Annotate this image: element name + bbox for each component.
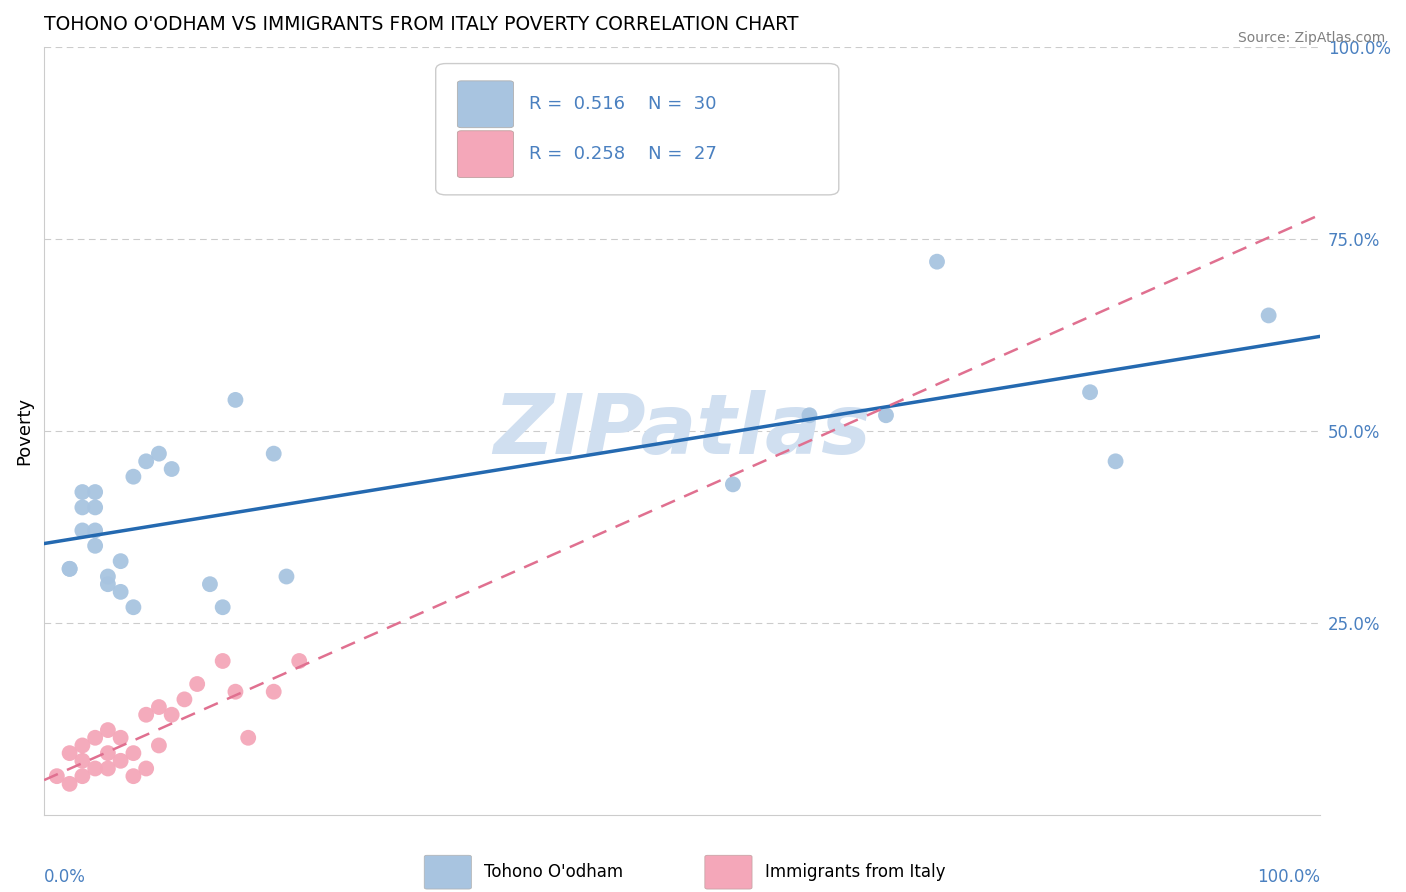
Point [1104, 454, 1126, 468]
Point [148, 700, 170, 714]
Point [72, 769, 94, 783]
Point [224, 684, 246, 698]
Point [84, 500, 107, 515]
FancyBboxPatch shape [436, 63, 839, 194]
FancyBboxPatch shape [457, 131, 513, 178]
Point [148, 739, 170, 753]
Point [59, 746, 82, 760]
Point [97, 762, 120, 776]
Point [59, 562, 82, 576]
Point [72, 524, 94, 538]
Point [925, 254, 948, 268]
Text: 0.0%: 0.0% [44, 868, 86, 887]
FancyBboxPatch shape [704, 855, 752, 889]
Point [135, 762, 157, 776]
Point [224, 392, 246, 407]
Point [97, 569, 120, 583]
Point [72, 500, 94, 515]
Point [875, 409, 897, 423]
Point [148, 447, 170, 461]
Point [160, 707, 183, 722]
Point [45, 769, 67, 783]
Point [263, 684, 285, 698]
Point [160, 462, 183, 476]
Point [276, 569, 298, 583]
Point [135, 454, 157, 468]
Text: R =  0.258    N =  27: R = 0.258 N = 27 [529, 145, 717, 163]
Point [110, 585, 132, 599]
Point [110, 554, 132, 568]
Point [122, 746, 145, 760]
Point [97, 746, 120, 760]
Point [72, 754, 94, 768]
Point [186, 677, 208, 691]
Point [84, 485, 107, 500]
Point [799, 409, 821, 423]
Point [97, 723, 120, 737]
Text: Immigrants from Italy: Immigrants from Italy [765, 863, 945, 881]
Point [110, 731, 132, 745]
Point [173, 692, 195, 706]
Point [122, 769, 145, 783]
Point [72, 485, 94, 500]
Text: R =  0.516    N =  30: R = 0.516 N = 30 [529, 95, 716, 113]
Point [238, 731, 260, 745]
Text: TOHONO O'ODHAM VS IMMIGRANTS FROM ITALY POVERTY CORRELATION CHART: TOHONO O'ODHAM VS IMMIGRANTS FROM ITALY … [44, 15, 799, 34]
Y-axis label: Poverty: Poverty [15, 397, 32, 465]
Point [84, 731, 107, 745]
Point [288, 654, 311, 668]
Point [122, 600, 145, 615]
FancyBboxPatch shape [457, 81, 513, 128]
Point [721, 477, 744, 491]
Text: 100.0%: 100.0% [1257, 868, 1320, 887]
Point [84, 539, 107, 553]
Text: Source: ZipAtlas.com: Source: ZipAtlas.com [1237, 31, 1385, 45]
Text: ZIPatlas: ZIPatlas [494, 390, 870, 471]
FancyBboxPatch shape [425, 855, 471, 889]
Point [59, 562, 82, 576]
Point [198, 577, 221, 591]
Point [84, 762, 107, 776]
Point [84, 524, 107, 538]
Point [97, 577, 120, 591]
Point [72, 739, 94, 753]
Point [1078, 385, 1101, 400]
Point [263, 447, 285, 461]
Point [211, 600, 233, 615]
Text: Tohono O'odham: Tohono O'odham [484, 863, 623, 881]
Point [122, 469, 145, 483]
Point [211, 654, 233, 668]
Point [135, 707, 157, 722]
Point [1257, 309, 1279, 323]
Point [59, 777, 82, 791]
Point [110, 754, 132, 768]
